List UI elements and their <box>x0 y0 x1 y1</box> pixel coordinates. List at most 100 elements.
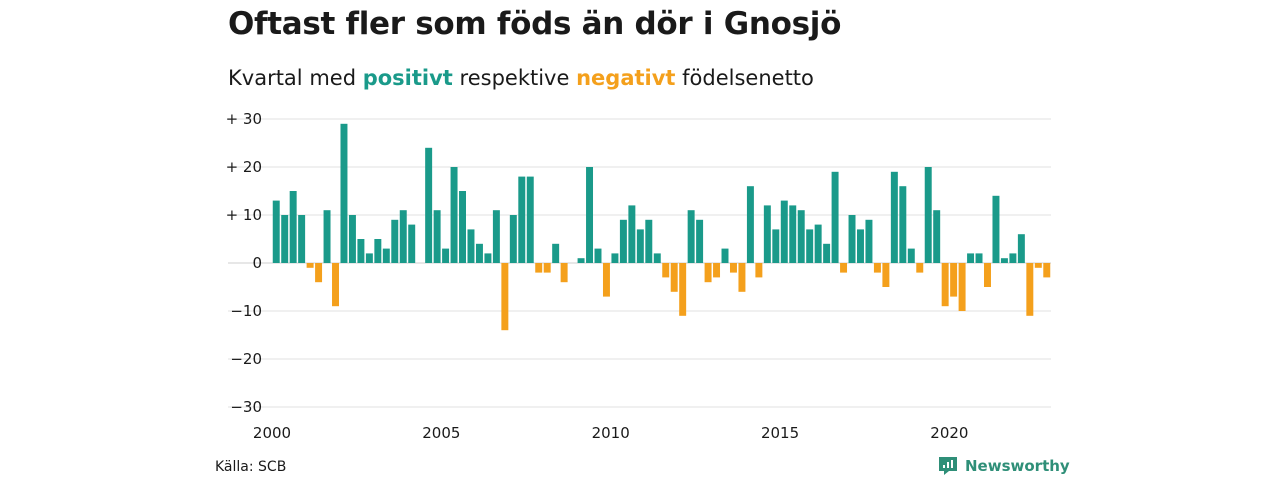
subtitle-middle: respektive <box>459 66 570 90</box>
y-tick-label: −30 <box>230 398 262 416</box>
bar <box>679 263 687 316</box>
bar <box>306 263 314 268</box>
bar <box>967 253 975 263</box>
bar <box>713 263 721 278</box>
bar <box>611 253 619 263</box>
bar <box>450 167 458 263</box>
bar <box>492 210 500 263</box>
bar <box>1034 263 1042 268</box>
y-tick-label: −20 <box>230 350 262 368</box>
chart-subtitle: Kvartal med positivt respektive negativt… <box>228 66 814 90</box>
bar <box>975 253 983 263</box>
bar <box>636 229 644 263</box>
y-tick-label: −10 <box>230 302 262 320</box>
x-tick-label: 2015 <box>761 424 799 442</box>
brand-name: Newsworthy <box>965 457 1070 475</box>
bar <box>365 253 373 263</box>
bar <box>1009 253 1017 263</box>
bar <box>696 219 704 263</box>
y-tick-label: + 20 <box>226 158 262 176</box>
bar <box>501 263 509 331</box>
bar <box>391 219 399 263</box>
bar <box>289 191 297 263</box>
bar <box>738 263 746 292</box>
bar <box>992 195 1000 263</box>
bar <box>958 263 966 311</box>
bar <box>526 176 534 263</box>
bar <box>535 263 543 273</box>
bar <box>763 205 771 263</box>
bar <box>484 253 492 263</box>
bar <box>1017 234 1025 263</box>
bar <box>831 171 839 263</box>
bar <box>848 215 856 263</box>
bar <box>941 263 949 307</box>
bar <box>298 215 306 263</box>
bar <box>374 239 382 263</box>
bar <box>823 243 831 263</box>
chart-title: Oftast fler som föds än dör i Gnosjö <box>228 6 842 42</box>
bar <box>586 167 594 263</box>
bar <box>442 248 450 263</box>
bar <box>602 263 610 297</box>
bar <box>543 263 551 273</box>
bar <box>340 123 348 263</box>
brand-logo: Newsworthy <box>937 455 1070 477</box>
bar <box>577 258 585 263</box>
bar <box>670 263 678 292</box>
bar <box>382 248 390 263</box>
bar <box>323 210 331 263</box>
bar <box>950 263 958 297</box>
x-tick-label: 2000 <box>253 424 291 442</box>
bar <box>772 229 780 263</box>
bar <box>594 248 602 263</box>
bar <box>814 224 822 263</box>
bar <box>619 219 627 263</box>
bar <box>924 167 932 263</box>
bar <box>272 200 280 263</box>
bar <box>755 263 763 278</box>
subtitle-positive: positivt <box>362 66 453 90</box>
y-tick-label: 0 <box>252 254 262 272</box>
bar <box>729 263 737 273</box>
bar <box>857 229 864 263</box>
bar <box>882 263 890 287</box>
bar <box>645 219 653 263</box>
bar <box>459 191 466 263</box>
bar <box>509 215 517 263</box>
bar <box>467 229 475 263</box>
bar <box>840 263 848 273</box>
source-label: Källa: SCB <box>215 459 287 475</box>
bar <box>475 243 483 263</box>
x-tick-label: 2005 <box>422 424 460 442</box>
bar <box>408 224 416 263</box>
bar <box>789 205 797 263</box>
bar <box>433 210 441 263</box>
x-tick-label: 2020 <box>930 424 968 442</box>
bar <box>916 263 924 273</box>
y-tick-label: + 30 <box>226 110 262 128</box>
bar <box>315 263 323 283</box>
bar <box>425 147 433 263</box>
bar <box>721 248 729 263</box>
bar <box>628 205 636 263</box>
bar <box>332 263 339 307</box>
bar <box>281 215 289 263</box>
subtitle-negative: negativt <box>576 66 676 90</box>
bar <box>1043 263 1051 278</box>
bar <box>984 263 991 287</box>
bar <box>899 186 907 263</box>
bar <box>399 210 407 263</box>
bar <box>865 219 873 263</box>
y-tick-label: + 10 <box>226 206 262 224</box>
bar <box>704 263 712 283</box>
bar <box>560 263 568 283</box>
bar <box>687 210 695 263</box>
x-tick-label: 2010 <box>592 424 630 442</box>
bar <box>662 263 670 278</box>
bar <box>780 200 788 263</box>
bar <box>348 215 356 263</box>
bar <box>653 253 661 263</box>
bar <box>907 248 915 263</box>
bar <box>746 186 754 263</box>
